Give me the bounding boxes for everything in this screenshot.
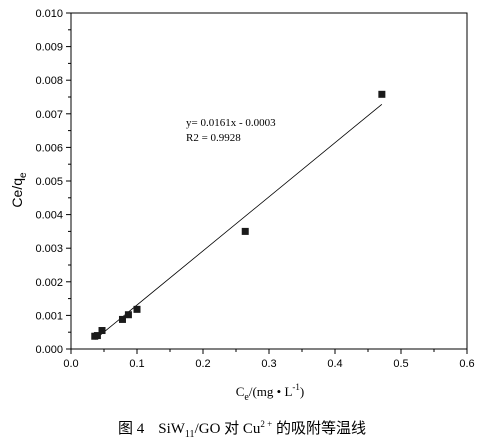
data-point — [93, 332, 101, 340]
y-tick-label: 0.008 — [35, 75, 63, 87]
data-point — [124, 311, 132, 319]
caption-p1: SiW — [158, 421, 186, 437]
x-tick-label: 0.3 — [261, 358, 276, 370]
y-tick-label: 0.000 — [35, 344, 63, 356]
data-point — [241, 227, 249, 235]
x-tick-label: 0.6 — [459, 358, 474, 370]
plot-axes — [70, 12, 468, 350]
fit-line — [94, 103, 383, 340]
data-point — [133, 305, 141, 313]
x-label-rest: /(mg • L — [249, 384, 293, 399]
x-label-sub: e — [244, 392, 249, 403]
caption-fig: 图 4 — [118, 420, 145, 437]
y-label-main: Ce/q — [9, 178, 25, 208]
x-tick-label: 0.1 — [129, 358, 144, 370]
data-point — [98, 327, 106, 335]
x-label-main: C — [236, 384, 245, 399]
y-tick-label: 0.004 — [35, 210, 63, 222]
y-tick-label: 0.006 — [35, 142, 63, 154]
fit-line-group — [94, 103, 383, 340]
x-label-end: ) — [300, 384, 304, 399]
y-axis-ticks: 0.000 0.001 0.002 0.003 0.004 0.005 0.006 0.007… — [35, 8, 71, 356]
caption-p2: /GO 对 Cu — [195, 420, 261, 437]
x-tick-label: 0.4 — [327, 358, 342, 370]
x-tick-label: 0.2 — [195, 358, 210, 370]
y-tick-label: 0.002 — [35, 277, 63, 289]
caption-p3: 的吸附等温线 — [272, 419, 366, 437]
y-tick-label: 0.010 — [35, 8, 63, 20]
fit-equation: y= 0.0161x - 0.0003 — [186, 117, 276, 129]
caption-sub: 11 — [185, 429, 195, 440]
x-axis-label: Ce/(mg • L-1) — [236, 382, 305, 403]
caption-sup: 2 + — [260, 419, 272, 429]
y-tick-label: 0.009 — [35, 42, 63, 54]
y-tick-label: 0.007 — [35, 109, 63, 121]
y-label-sub: e — [18, 172, 29, 178]
x-axis-ticks: 0.0 0.1 0.2 0.3 0.4 0.5 0.6 — [63, 349, 475, 370]
figure-caption: 图 4 SiW11/GO 对 Cu2 + 的吸附等温线 — [118, 419, 366, 440]
x-tick-label: 0.5 — [393, 358, 408, 370]
data-point — [378, 90, 386, 98]
y-tick-label: 0.005 — [35, 176, 63, 188]
data-points — [91, 90, 386, 340]
plot-frame — [70, 12, 468, 350]
x-label-sup: -1 — [292, 382, 300, 392]
y-tick-label: 0.001 — [35, 310, 63, 322]
y-axis-label: Ce/qe — [9, 172, 29, 208]
y-tick-label: 0.003 — [35, 243, 63, 255]
x-tick-label: 0.0 — [63, 358, 78, 370]
data-point — [118, 315, 126, 323]
fit-r2: R2 = 0.9928 — [186, 132, 241, 144]
